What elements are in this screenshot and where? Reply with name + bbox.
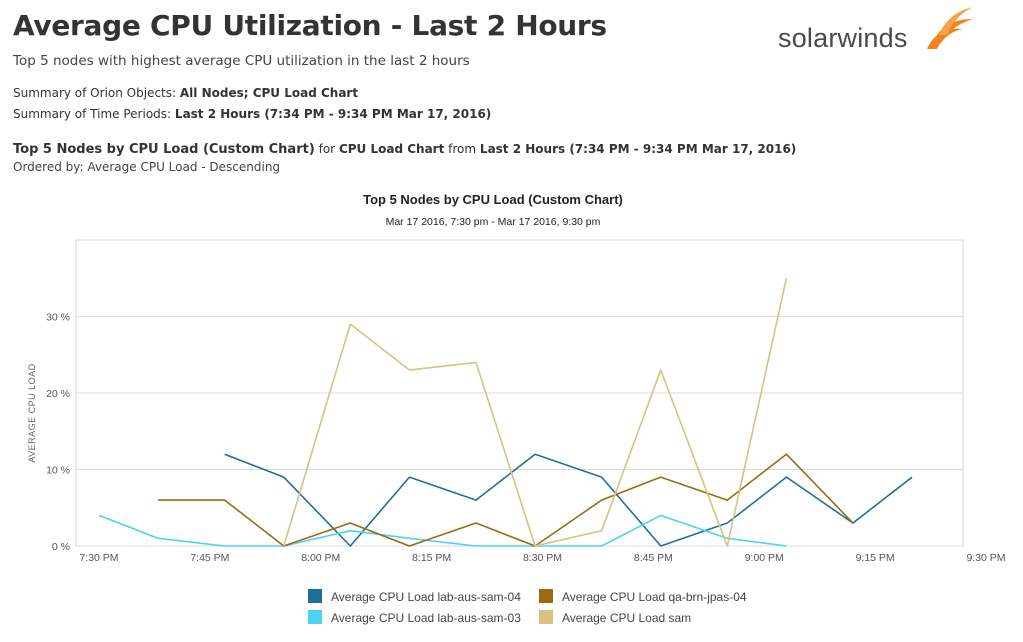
legend-swatch: [539, 589, 553, 603]
legend-item: Average CPU Load lab-aus-sam-04: [308, 589, 521, 604]
summary-objects-value: All Nodes; CPU Load Chart: [179, 86, 359, 100]
ordered-by: Ordered by: Average CPU Load - Descendin…: [13, 160, 281, 174]
y-tick-label: 30 %: [46, 312, 70, 324]
y-tick-label: 20 %: [46, 388, 70, 400]
flame-icon: [927, 7, 973, 49]
section-heading: Top 5 Nodes by CPU Load (Custom Chart) f…: [13, 142, 796, 157]
x-tick-label: 9:15 PM: [856, 552, 895, 564]
legend-swatch: [539, 610, 553, 624]
chart-subtitle: Mar 17 2016, 7:30 pm - Mar 17 2016, 9:30…: [386, 216, 601, 228]
summary-periods-value: Last 2 Hours (7:34 PM - 9:34 PM Mar 17, …: [174, 107, 492, 121]
legend-swatch: [308, 610, 322, 624]
x-tick-label: 8:00 PM: [301, 552, 340, 564]
legend-swatch: [308, 589, 322, 603]
y-axis-title: AVERAGE CPU LOAD: [27, 363, 37, 462]
summary-objects: Summary of Orion Objects: All Nodes; CPU…: [13, 86, 358, 100]
section-for-word: for: [318, 142, 336, 156]
chart-legend: Average CPU Load lab-aus-sam-04 Average C…: [0, 588, 1023, 632]
section-from-word: from: [448, 142, 477, 156]
legend-item: Average CPU Load qa-brn-jpas-04: [539, 589, 747, 604]
y-tick-label: 10 %: [46, 465, 70, 477]
section-chart-name: CPU Load Chart: [338, 142, 445, 156]
series-line-2: [98, 514, 787, 547]
summary-objects-label: Summary of Orion Objects:: [13, 86, 177, 100]
series-line-1: [224, 453, 913, 547]
x-tick-label: 8:45 PM: [634, 552, 673, 564]
x-tick-label: 7:45 PM: [190, 552, 229, 564]
legend-label: Average CPU Load qa-brn-jpas-04: [562, 590, 747, 604]
summary-periods-label: Summary of Time Periods:: [13, 107, 172, 121]
chart-title: Top 5 Nodes by CPU Load (Custom Chart): [363, 192, 623, 207]
series-line-4: [283, 278, 788, 547]
solarwinds-logo: solarwinds: [778, 5, 978, 55]
legend-item: Average CPU Load sam: [539, 610, 691, 625]
series-line-3: [158, 453, 854, 547]
y-tick-label: 0 %: [52, 541, 70, 553]
x-tick-label: 9:30 PM: [966, 552, 1005, 564]
page-subtitle: Top 5 nodes with highest average CPU uti…: [13, 53, 470, 69]
x-tick-label: 9:00 PM: [745, 552, 784, 564]
x-tick-label: 8:30 PM: [523, 552, 562, 564]
legend-item: Average CPU Load lab-aus-sam-03: [308, 610, 521, 625]
section-period: Last 2 Hours (7:34 PM - 9:34 PM Mar 17, …: [479, 142, 797, 156]
x-tick-label: 7:30 PM: [79, 552, 118, 564]
summary-periods: Summary of Time Periods: Last 2 Hours (7…: [13, 107, 491, 121]
logo-text: solarwinds: [778, 23, 908, 53]
section-title: Top 5 Nodes by CPU Load (Custom Chart): [13, 142, 315, 157]
page-title: Average CPU Utilization - Last 2 Hours: [13, 9, 607, 42]
legend-label: Average CPU Load lab-aus-sam-04: [331, 590, 521, 604]
x-tick-label: 8:15 PM: [412, 552, 451, 564]
legend-label: Average CPU Load lab-aus-sam-03: [331, 611, 521, 625]
cpu-load-chart: Top 5 Nodes by CPU Load (Custom Chart) Ma…: [27, 192, 1006, 564]
legend-label: Average CPU Load sam: [562, 611, 692, 625]
